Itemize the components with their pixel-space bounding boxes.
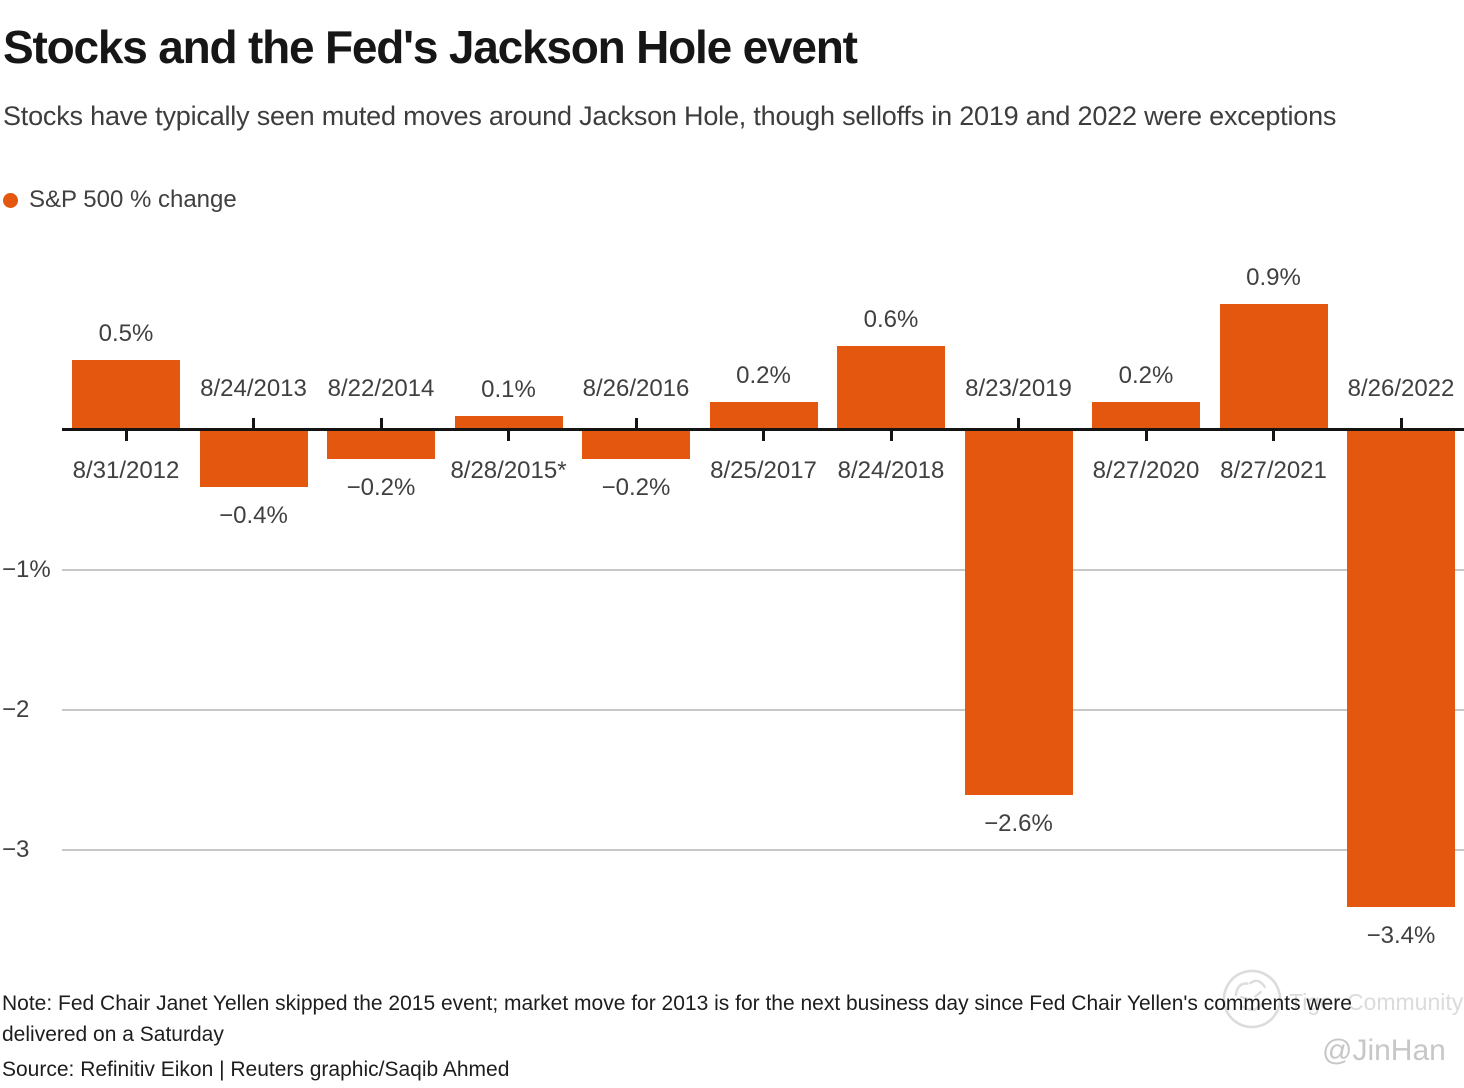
bar xyxy=(72,360,180,430)
axis-tick-icon xyxy=(379,418,383,428)
bar xyxy=(327,431,435,459)
bar xyxy=(454,416,563,430)
watermark-handle-text: @JinHan xyxy=(1322,1034,1446,1067)
bar xyxy=(582,431,690,459)
bar-value-label: −0.2% xyxy=(346,474,416,501)
bar-date-label: 8/31/2012 xyxy=(72,457,180,484)
bar-date-label: 8/22/2014 xyxy=(327,375,435,402)
gridline xyxy=(62,849,1464,851)
bar-date-label: 8/27/2021 xyxy=(1220,457,1327,484)
legend-label: S&P 500 % change xyxy=(29,186,237,213)
axis-tick-icon xyxy=(124,431,128,441)
bar xyxy=(1219,304,1328,430)
tiger-logo-icon xyxy=(1221,968,1283,1030)
bar-date-label: 8/28/2015* xyxy=(450,457,567,484)
note-text-line2: delivered on a Saturday xyxy=(2,1023,224,1046)
y-tick-label: −1% xyxy=(2,556,51,583)
bar-value-label: −0.4% xyxy=(219,502,288,529)
legend-dot-icon xyxy=(3,192,18,208)
legend: S&P 500 % change xyxy=(3,186,237,214)
bar-date-label: 8/26/2022 xyxy=(1347,375,1455,402)
page-subtitle: Stocks have typically seen muted moves a… xyxy=(3,101,1337,131)
gridline xyxy=(62,569,1464,571)
chart-footer: Note: Fed Chair Janet Yellen skipped the… xyxy=(2,988,1352,1085)
bar-value-label: 0.9% xyxy=(1246,264,1301,291)
y-tick-label: −3 xyxy=(2,836,30,863)
axis-tick-icon xyxy=(634,418,638,428)
bar-date-label: 8/24/2013 xyxy=(200,375,307,402)
bar xyxy=(1092,402,1200,430)
note-text-line1: Note: Fed Chair Janet Yellen skipped the… xyxy=(2,992,1352,1015)
axis-tick-icon xyxy=(889,431,893,441)
bar-date-label: 8/25/2017 xyxy=(710,457,817,484)
axis-tick-icon xyxy=(1017,418,1020,428)
axis-tick-icon xyxy=(1272,431,1275,441)
watermark-community-text: Tiger Community xyxy=(1289,989,1464,1015)
bar-value-label: 0.2% xyxy=(1118,362,1174,389)
y-tick-label: −2 xyxy=(2,696,30,723)
axis-tick-icon xyxy=(762,431,765,441)
bar-value-label: −0.2% xyxy=(601,474,671,501)
bar xyxy=(1347,431,1455,907)
bar xyxy=(199,431,308,487)
axis-tick-icon xyxy=(1399,418,1403,428)
bar-value-label: 0.5% xyxy=(98,320,154,347)
bar xyxy=(837,346,945,430)
gridline xyxy=(62,709,1464,711)
x-axis-line xyxy=(62,428,1464,431)
page-title: Stocks and the Fed's Jackson Hole event xyxy=(3,21,858,73)
bar xyxy=(709,402,818,430)
source-text: Source: Refinitiv Eikon | Reuters graphi… xyxy=(2,1058,510,1081)
bar-date-label: 8/27/2020 xyxy=(1092,457,1200,484)
axis-tick-icon xyxy=(1144,431,1148,441)
bar xyxy=(964,431,1073,795)
bar-date-label: 8/26/2016 xyxy=(582,375,690,402)
bar-value-label: −2.6% xyxy=(984,810,1053,837)
bar-value-label: 0.1% xyxy=(481,376,536,403)
bar-value-label: −3.4% xyxy=(1366,922,1436,949)
axis-tick-icon xyxy=(507,431,510,441)
bar-date-label: 8/23/2019 xyxy=(965,375,1072,402)
bar-date-label: 8/24/2018 xyxy=(837,457,945,484)
bar-value-label: 0.2% xyxy=(736,362,791,389)
axis-tick-icon xyxy=(252,418,255,428)
bar-value-label: 0.6% xyxy=(863,306,919,333)
